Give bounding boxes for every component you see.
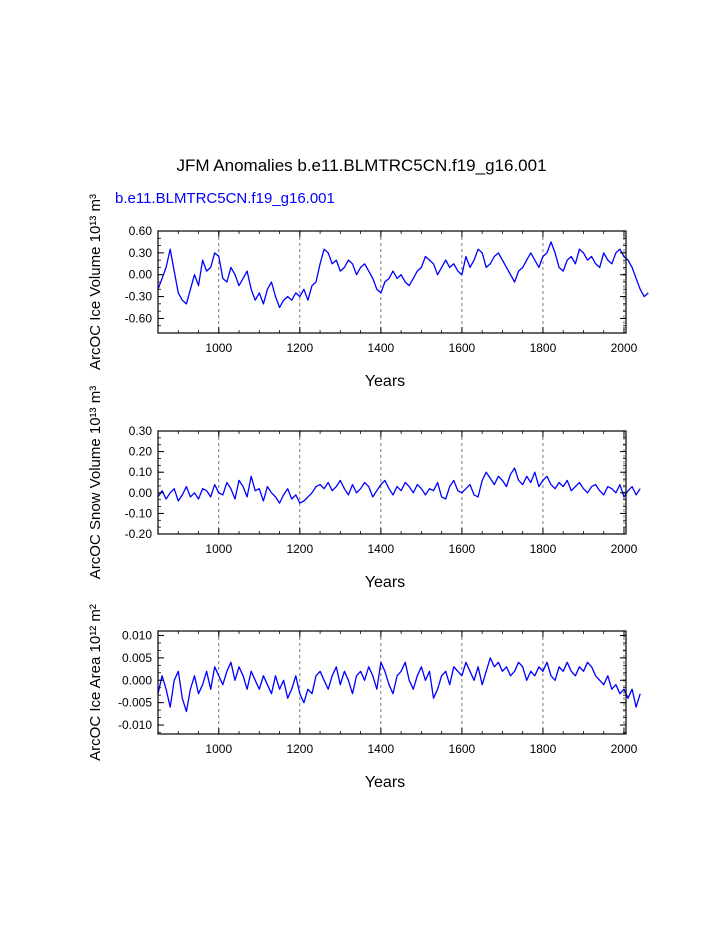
figure-subtitle: b.e11.BLMTRC5CN.f19_g16.001 (115, 190, 335, 207)
ice-volume-xtick-label: 1800 (530, 341, 557, 355)
ice-area-xtick-label: 1200 (286, 742, 313, 756)
ice-area-ytick-label: 0.005 (122, 651, 152, 665)
ice-volume-xtick-label: 1400 (368, 341, 395, 355)
ice-volume-ytick-label: -0.60 (125, 311, 153, 325)
ice-area-ytick-label: 0.010 (122, 628, 152, 642)
ice-volume-xtick-label: 1000 (205, 341, 232, 355)
ice-volume-frame (157, 230, 627, 334)
snow-volume-xtick-label: 1600 (449, 542, 476, 556)
ice-area-ytick-label: -0.005 (118, 696, 152, 710)
ice-volume-xtick-label: 2000 (611, 341, 638, 355)
ice-area-ylabel: ArcOC Ice Area 10¹² m² (87, 604, 104, 761)
ice-volume-series-line (157, 241, 649, 309)
ice-area-xtick-label: 1800 (530, 742, 557, 756)
snow-volume-xtick-label: 2000 (611, 542, 638, 556)
ice-area-xtick-label: 1000 (205, 742, 232, 756)
snow-volume-ylabel: ArcOC Snow Volume 10¹³ m³ (87, 386, 104, 579)
ice-volume-xtick-label: 1600 (449, 341, 476, 355)
ice-area-ytick-label: -0.010 (118, 718, 152, 732)
snow-volume-ytick-label: -0.10 (125, 506, 153, 520)
ice-area-xtick-label: 2000 (611, 742, 638, 756)
snow-volume-xtick-label: 1800 (530, 542, 557, 556)
snow-volume-ytick-label: 0.10 (129, 465, 153, 479)
snow-volume-xtick-label: 1200 (286, 542, 313, 556)
ice-area-xtick-label: 1400 (368, 742, 395, 756)
ice-volume-xlabel: Years (365, 373, 405, 390)
snow-volume-ytick-label: 0.00 (129, 486, 153, 500)
ice-volume-panel: -0.60 -0.30 0.00 0.30 0.60 1000 1200 1400 1600 18… (87, 194, 649, 390)
ice-volume-ytick-label: 0.30 (129, 246, 153, 260)
ice-volume-ytick-label: -0.30 (125, 290, 153, 304)
snow-volume-xtick-label: 1000 (205, 542, 232, 556)
ice-area-frame (157, 630, 627, 735)
snow-volume-xtick-label: 1400 (368, 542, 395, 556)
snow-volume-series-line (157, 467, 641, 504)
snow-volume-ytick-label: 0.20 (129, 445, 153, 459)
ice-area-xlabel: Years (365, 774, 405, 791)
figure-title: JFM Anomalies b.e11.BLMTRC5CN.f19_g16.00… (176, 156, 547, 175)
ice-volume-xtick-label: 1200 (286, 341, 313, 355)
snow-volume-panel: -0.20 -0.10 0.00 0.10 0.20 0.30 1000 1200 1400 16… (87, 386, 641, 591)
snow-volume-ytick-label: 0.30 (129, 424, 153, 438)
ice-area-xtick-label: 1600 (449, 742, 476, 756)
snow-volume-xlabel: Years (365, 574, 405, 591)
ice-volume-ytick-label: 0.60 (129, 224, 153, 238)
ice-area-ytick-label: 0.000 (122, 673, 152, 687)
ice-volume-ylabel: ArcOC Ice Volume 10¹³ m³ (87, 194, 104, 370)
ice-area-series-line (157, 657, 641, 713)
ice-area-panel: -0.010 -0.005 0.000 0.005 0.010 1000 1200 1400 1… (87, 604, 641, 791)
ice-volume-ytick-label: 0.00 (129, 268, 153, 282)
snow-volume-frame (157, 430, 627, 535)
snow-volume-ytick-label: -0.20 (125, 527, 153, 541)
